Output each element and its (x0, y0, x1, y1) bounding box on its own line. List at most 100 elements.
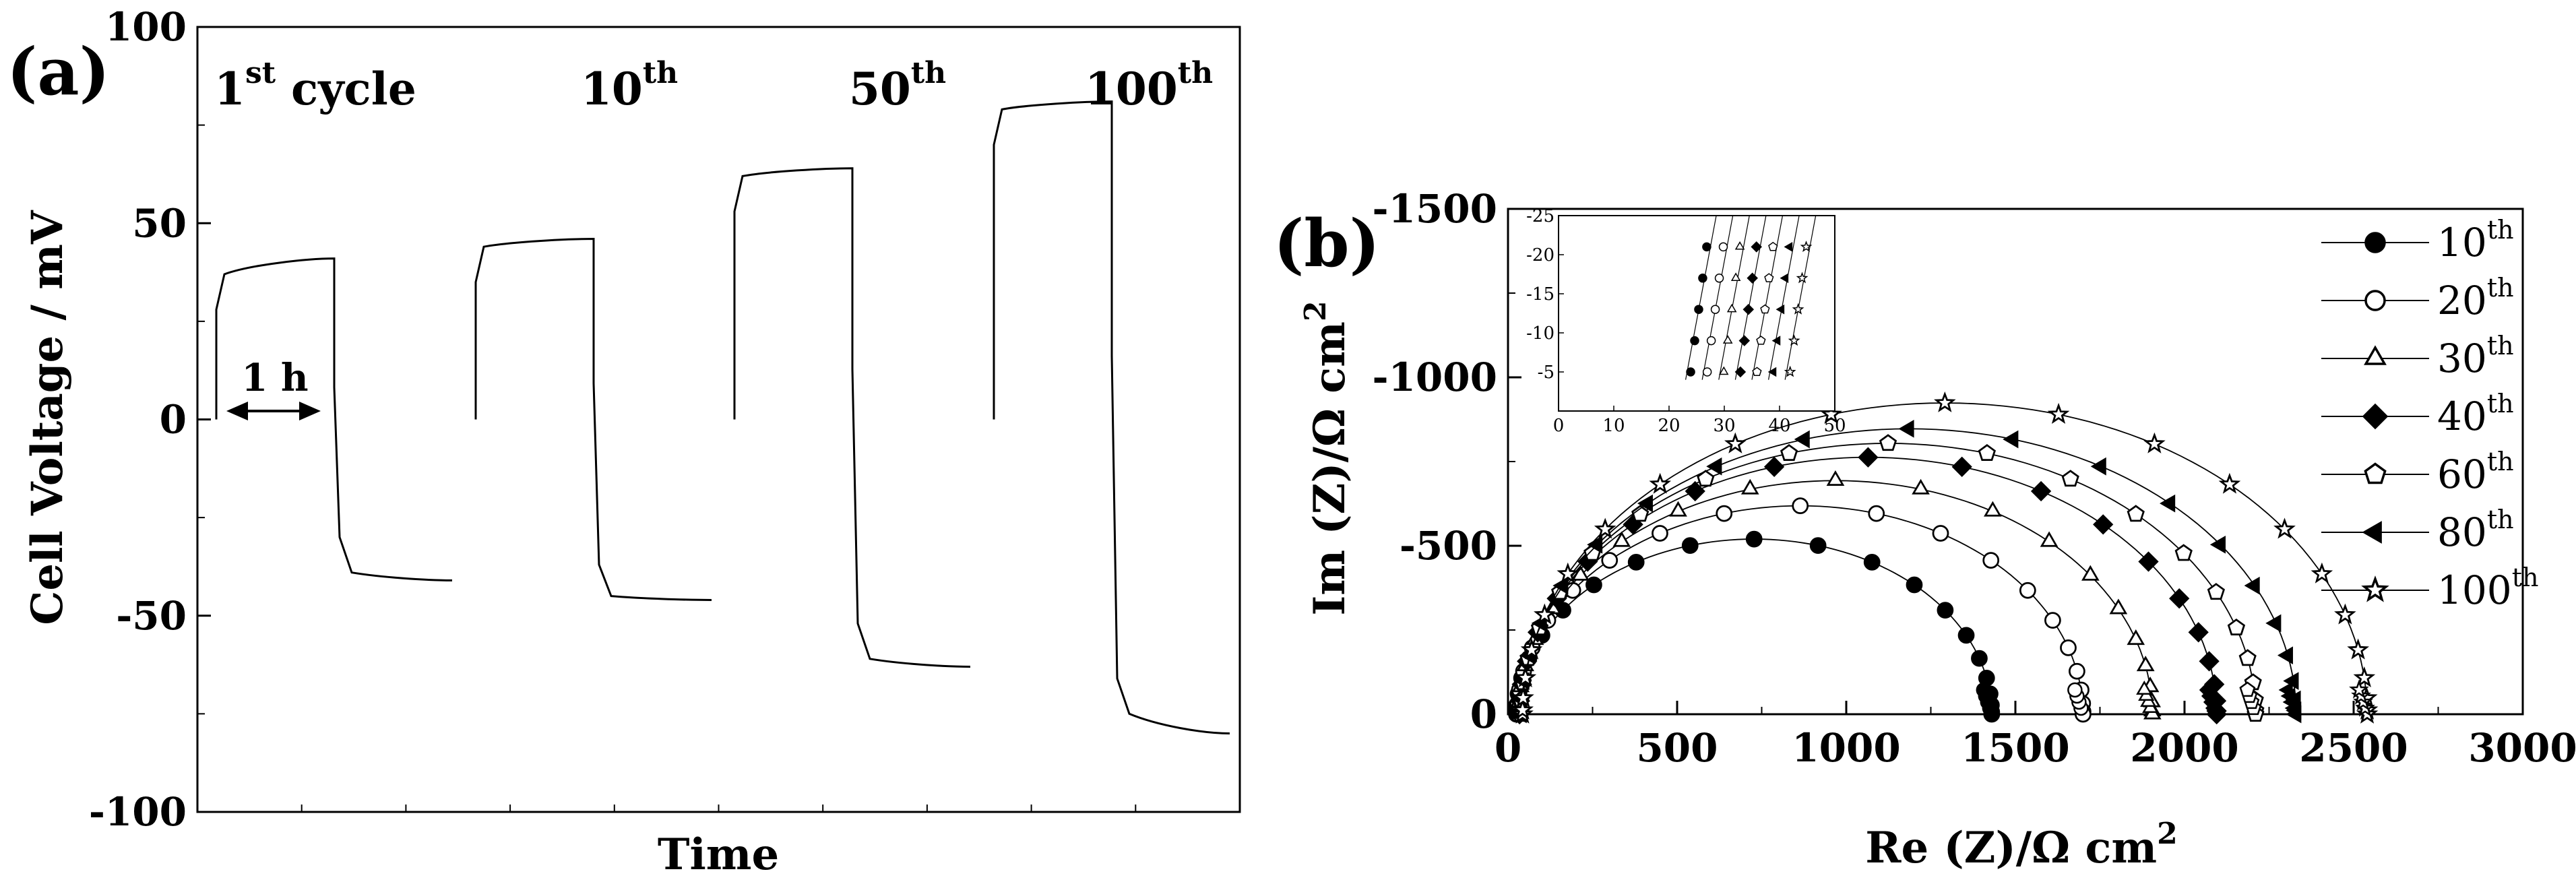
nyquist-marker (1557, 562, 1579, 584)
one-hour-arrow-left-head (226, 402, 248, 420)
nyquist-marker (1652, 525, 1668, 542)
nyquist-marker (2199, 651, 2220, 672)
one-hour-label: 1 h (241, 356, 308, 400)
inset-line (1701, 215, 1734, 380)
panel-a-cycle-trace (474, 238, 712, 601)
nyquist-marker (2060, 639, 2077, 656)
nyquist-marker (1826, 470, 1845, 486)
inset-marker (1776, 304, 1785, 315)
legend-label: 40th (2437, 389, 2514, 439)
nyquist-marker (1685, 480, 1705, 502)
nyquist-marker (2218, 472, 2241, 494)
panel-b-y-tick-label: -500 (1400, 523, 1497, 569)
nyquist-marker-tail (2199, 681, 2218, 699)
nyquist-marker (2109, 598, 2128, 615)
cycle-label-number: 50 (849, 63, 911, 115)
inset-y-tick-label: -20 (1526, 245, 1554, 265)
legend-marker (2362, 521, 2382, 544)
panel-b-y-label-sup: 2 (1298, 301, 1333, 321)
inset-marker (1780, 273, 1789, 284)
panel-a-y-tick-label: 0 (160, 397, 187, 443)
panel-a-cycle-label: 10th (581, 56, 678, 115)
nyquist-marker (1957, 627, 1975, 644)
nyquist-marker (1697, 470, 1715, 487)
panel-b-x-tick-label: 0 (1495, 725, 1521, 771)
legend-label: 100th (2437, 563, 2538, 613)
panel-b-y-label-main: Im (Z)/Ω cm (1305, 321, 1355, 616)
panel-a-y-tick-label: 100 (105, 4, 187, 50)
nyquist-marker (1912, 478, 1930, 495)
legend-label: 20th (2437, 273, 2514, 323)
nyquist-marker (2334, 603, 2356, 625)
cycle-label-superscript: th (911, 56, 946, 90)
nyquist-marker (1898, 420, 1914, 438)
nyquist-marker (2069, 662, 2085, 680)
inset-marker (1719, 366, 1729, 375)
nyquist-marker (1649, 472, 1672, 494)
nyquist-marker (1984, 501, 2002, 517)
legend-label-number: 30 (2437, 336, 2487, 381)
inset-marker (1714, 274, 1724, 283)
panel-a-y-tick-label: -100 (89, 789, 187, 835)
panel-b-x-tick-label: 2000 (2130, 725, 2238, 771)
nyquist-marker (2174, 544, 2193, 561)
inset-marker (1760, 304, 1770, 314)
nyquist-marker (1514, 666, 1537, 687)
panel-b-x-label-main: Re (Z)/Ω cm (1865, 823, 2157, 873)
inset-marker (1730, 272, 1741, 281)
panel-b-x-label-sup: 2 (2157, 817, 2178, 851)
nyquist-marker (2244, 576, 2260, 595)
legend-label-superscript: th (2512, 563, 2539, 592)
nyquist-marker (1594, 517, 1616, 539)
inset-marker (1686, 367, 1695, 377)
cycle-label-superscript: st (245, 56, 276, 90)
panel-b-y-tick-label: -1500 (1373, 186, 1498, 232)
panel-b-y-tick-label: 0 (1470, 691, 1497, 737)
inset-x-tick-label: 20 (1658, 416, 1680, 436)
nyquist-marker (2227, 618, 2246, 635)
panel-a-series (215, 100, 1230, 734)
nyquist-marker (1879, 434, 1897, 451)
panel-b-series (1508, 391, 2379, 725)
legend-label-number: 60 (2437, 451, 2487, 497)
inset-marker (1768, 241, 1778, 251)
nyquist-marker (2090, 457, 2106, 476)
inset-x-tick-label: 30 (1713, 416, 1735, 436)
inset-marker (1706, 336, 1716, 346)
nyquist-curve (1521, 402, 2368, 715)
inset-marker (1738, 335, 1751, 346)
panel-a-cycle-label: 1st cycle (214, 56, 416, 115)
nyquist-marker-tail (2136, 680, 2153, 695)
inset-marker (1734, 241, 1745, 250)
nyquist-marker (1932, 525, 1949, 542)
nyquist-marker (2265, 614, 2282, 633)
legend-label: 60th (2437, 447, 2514, 497)
legend-marker (2362, 403, 2389, 430)
nyquist-marker-tail (2067, 682, 2083, 698)
panel-b-x-label: Re (Z)/Ω cm2 (1865, 817, 2177, 873)
inset-marker (1722, 335, 1733, 344)
nyquist-marker (2127, 629, 2145, 645)
nyquist-marker (2044, 612, 2061, 629)
nyquist-marker (2160, 494, 2176, 513)
inset-marker (1752, 367, 1762, 377)
inset-marker (1800, 241, 1813, 252)
nyquist-marker (1585, 576, 1602, 594)
inset-marker (1767, 367, 1777, 377)
nyquist-marker (1792, 497, 1809, 515)
nyquist-curve (1521, 428, 2297, 715)
legend-label-superscript: th (2487, 273, 2514, 303)
nyquist-marker (2273, 517, 2296, 539)
legend-marker (2364, 290, 2386, 311)
nyquist-marker (1716, 505, 1733, 522)
inset-marker (1726, 303, 1737, 313)
nyquist-marker (1809, 537, 1827, 555)
nyquist-marker (2207, 583, 2226, 600)
inset-ticks: 0 10 20 30 40 50 -25 -20 -15 -10 -5 (1526, 206, 1846, 436)
panel-a-x-label: Time (658, 829, 779, 880)
nyquist-marker (2277, 646, 2293, 664)
inset-marker (1702, 367, 1712, 377)
